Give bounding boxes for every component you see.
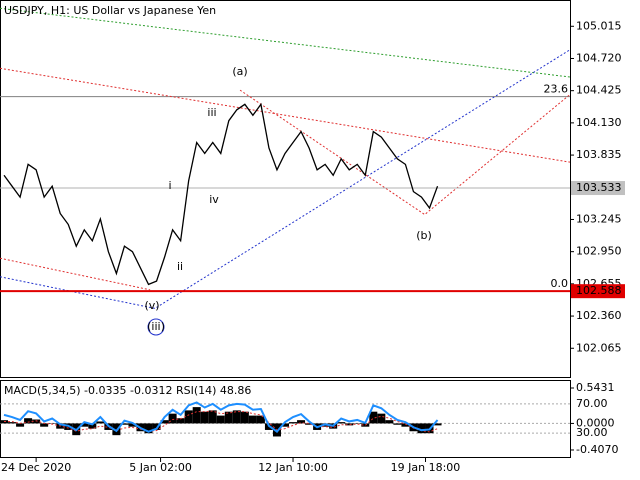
price-line: [3, 102, 439, 286]
x-tick-label: 12 Jan 10:00: [258, 461, 328, 474]
rsi-line: [3, 401, 439, 433]
wave-label: (iii): [147, 320, 165, 333]
macd-bar: [232, 410, 241, 424]
wave-label: (v): [144, 299, 159, 312]
macd-bar: [16, 423, 25, 427]
y-tick-label: 103.835: [576, 148, 622, 161]
macd-bar: [289, 422, 298, 424]
macd-bar: [8, 422, 17, 424]
y-tick-label: 104.720: [576, 51, 622, 64]
trendline: [0, 67, 571, 163]
y-tick-label: -0.4070: [576, 443, 618, 456]
y-tick-label: 102.065: [576, 341, 622, 354]
macd-bar: [401, 423, 410, 427]
macd-bar: [281, 423, 289, 427]
trendline: [239, 89, 571, 216]
macd-bar: [152, 423, 161, 430]
fib-label: 23.6: [544, 83, 569, 96]
macd-bar: [216, 415, 225, 424]
trendline: [0, 257, 151, 291]
indicator-panel: [0, 380, 571, 458]
last-price-box: [571, 181, 625, 196]
wave-label: i: [168, 179, 171, 192]
hline-box: [571, 284, 625, 299]
y-tick-label: 104.425: [576, 84, 622, 97]
macd-bar: [24, 418, 33, 424]
macd-bar: [208, 410, 217, 424]
macd-bar: [305, 423, 314, 425]
macd-bar: [120, 423, 129, 425]
wave-label: (a): [232, 65, 247, 78]
y-tick-label: 103.245: [576, 212, 622, 225]
x-tick-label: 5 Jan 02:00: [129, 461, 192, 474]
y-tick-label: 104.130: [576, 116, 622, 129]
wave-label: (b): [416, 229, 432, 242]
macd-bar: [192, 407, 201, 424]
macd-bar: [345, 423, 354, 426]
macd-bar: [256, 415, 265, 424]
plot-layer: 105.015 104.720 104.425 104.130 103.835 103.2…: [0, 7, 625, 474]
y-tick-label: 0.5431: [576, 381, 615, 394]
price-panel: [0, 0, 571, 378]
macd-bar: [337, 422, 346, 424]
macd-bar: [160, 420, 169, 424]
macd-bar: [88, 423, 97, 429]
macd-bar: [377, 413, 386, 424]
macd-bar: [393, 423, 402, 425]
macd-bar: [353, 423, 362, 424]
macd-bar: [96, 421, 105, 424]
trendline: [0, 49, 571, 309]
macd-bar: [224, 411, 233, 424]
macd-bar: [32, 419, 41, 424]
wave-circle: [147, 318, 165, 336]
indicator-label: MACD(5,34,5) -0.0335 -0.0312 RSI(14) 48.…: [4, 384, 251, 397]
macd-bar: [144, 423, 153, 434]
macd-bar: [248, 415, 257, 424]
y2-tick-label: 30.00: [576, 426, 608, 439]
wave-label: iii: [207, 106, 216, 119]
macd-bar: [128, 423, 137, 427]
y-tick-label: 0.0000: [576, 416, 615, 429]
x-tick-label: 24 Dec 2020: [1, 461, 71, 474]
macd-bar: [417, 423, 426, 434]
macd-bar: [176, 418, 185, 424]
macd-bar: [184, 410, 193, 424]
x-tick-label: 19 Jan 18:00: [391, 461, 461, 474]
wave-label: iv: [209, 193, 219, 206]
macd-bar: [80, 423, 89, 427]
fib-label: 0.0: [551, 277, 569, 290]
y2-tick-label: 70.00: [576, 397, 608, 410]
macd-bar: [385, 420, 394, 424]
y-tick-label: 102.360: [576, 309, 622, 322]
macd-bar: [297, 420, 306, 424]
last-price-label: 103.533: [576, 181, 622, 194]
macd-bar: [369, 411, 378, 424]
macd-bar: [168, 413, 177, 424]
hline-label: 102.588: [576, 284, 622, 297]
macd-bar: [200, 411, 209, 424]
y-tick-label: 105.015: [576, 19, 622, 32]
macd-bar: [240, 411, 249, 424]
y-tick-label: 102.950: [576, 245, 622, 258]
macd-bar: [40, 423, 49, 427]
chart-title: USDJPY, H1: US Dollar vs Japanese Yen: [4, 4, 216, 17]
macd-bar: [433, 423, 442, 426]
wave-label: ii: [177, 260, 183, 273]
